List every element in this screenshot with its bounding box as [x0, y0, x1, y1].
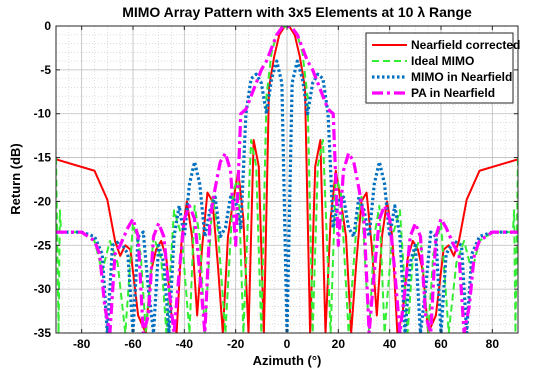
x-tick-label: 80	[486, 337, 500, 351]
series-line-mimo-in-nearfield	[56, 59, 518, 333]
x-axis-ticks: -80 -60 -40 -20 0 20 40 60 80	[73, 26, 499, 351]
series-line-pa-in-nearfield	[56, 26, 518, 333]
x-tick-label: 20	[332, 337, 346, 351]
y-tick-label: -5	[40, 63, 51, 77]
y-tick-label: -15	[34, 151, 52, 165]
legend-label-pa-in-nearfield: PA in Nearfield	[411, 86, 495, 100]
legend: Nearfield corrected Ideal MIMO MIMO in Nea…	[365, 32, 520, 104]
x-tick-label: -60	[124, 337, 142, 351]
x-tick-label: 40	[383, 337, 397, 351]
series-layer	[56, 26, 518, 333]
x-tick-label: 60	[434, 337, 448, 351]
legend-label-ideal-mimo: Ideal MIMO	[411, 54, 474, 68]
x-tick-label: -20	[227, 337, 245, 351]
y-tick-label: -35	[34, 326, 52, 340]
y-axis-ticks: 0 -5 -10 -15 -20 -25 -30 -35	[34, 19, 518, 340]
x-tick-label: -80	[73, 337, 91, 351]
series-line-ideal-mimo	[56, 26, 518, 333]
y-tick-label: -25	[34, 238, 52, 252]
chart-title: MIMO Array Pattern with 3x5 Elements at …	[122, 4, 472, 20]
x-tick-label: 0	[284, 337, 291, 351]
legend-label-nearfield-corrected: Nearfield corrected	[411, 38, 520, 52]
y-tick-label: -30	[34, 282, 52, 296]
y-tick-label: -20	[34, 194, 52, 208]
x-tick-label: -40	[176, 337, 194, 351]
x-axis-label: Azimuth (°)	[253, 353, 322, 368]
legend-label-mimo-in-nearfield: MIMO in Nearfield	[411, 70, 512, 84]
y-tick-label: -10	[34, 107, 52, 121]
y-axis-label: Return (dB)	[8, 143, 23, 215]
y-tick-label: 0	[44, 19, 51, 33]
